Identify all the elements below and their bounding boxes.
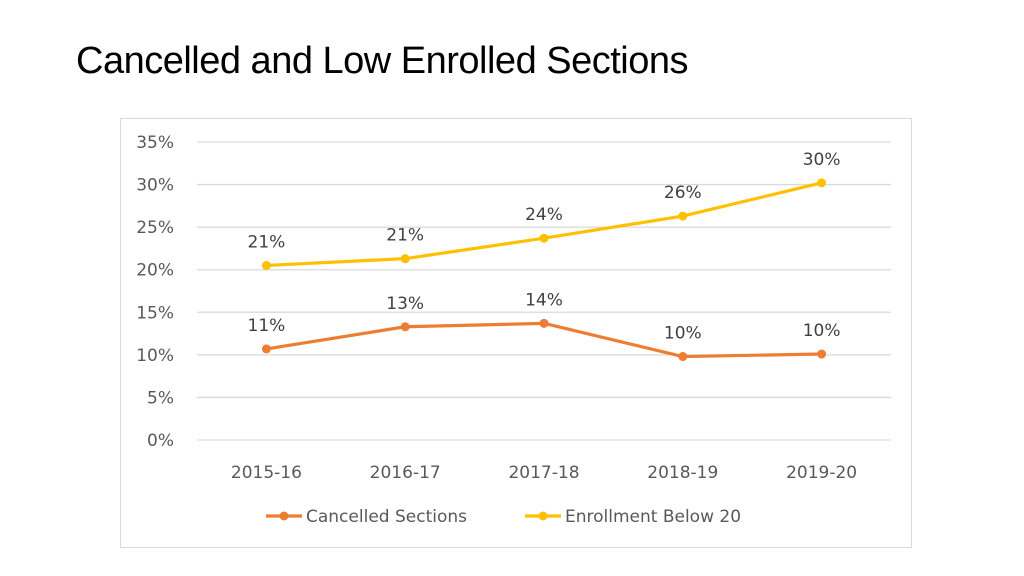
data-label: 24%	[525, 205, 563, 225]
data-point	[400, 322, 410, 332]
data-label: 26%	[664, 183, 702, 203]
data-point	[678, 211, 688, 221]
data-point	[817, 349, 827, 359]
chart-frame	[120, 118, 912, 548]
y-tick-label: 10%	[136, 346, 174, 366]
x-tick-label: 2016-17	[370, 463, 441, 483]
y-tick-label: 0%	[147, 431, 174, 451]
x-tick-label: 2019-20	[786, 463, 857, 483]
y-tick-label: 20%	[136, 261, 174, 281]
data-label: 10%	[664, 324, 702, 344]
y-tick-label: 15%	[136, 303, 174, 323]
data-label: 21%	[386, 226, 424, 246]
data-label: 10%	[803, 321, 841, 341]
data-point	[817, 178, 827, 188]
series-line	[266, 321, 822, 359]
data-point	[539, 233, 549, 243]
data-point	[539, 318, 549, 328]
data-point	[678, 352, 688, 362]
data-label: 21%	[248, 232, 286, 252]
slide-title: Cancelled and Low Enrolled Sections	[76, 40, 689, 82]
legend-label: Cancelled Sections	[306, 507, 467, 527]
x-tick-label: 2015-16	[231, 463, 302, 483]
y-tick-label: 25%	[136, 218, 174, 238]
data-label: 13%	[386, 294, 424, 314]
x-tick-label: 2018-19	[647, 463, 718, 483]
y-tick-label: 30%	[136, 176, 174, 196]
y-tick-label: 5%	[147, 388, 174, 408]
data-point	[261, 260, 271, 270]
data-point	[400, 254, 410, 264]
legend-marker	[279, 511, 289, 521]
legend-marker	[538, 511, 548, 521]
data-label: 14%	[525, 290, 563, 310]
legend-label: Enrollment Below 20	[565, 507, 741, 527]
y-tick-label: 35%	[136, 133, 174, 153]
data-label: 11%	[248, 316, 286, 336]
x-tick-label: 2017-18	[508, 463, 579, 483]
data-label: 30%	[803, 150, 841, 170]
data-point	[261, 344, 271, 354]
